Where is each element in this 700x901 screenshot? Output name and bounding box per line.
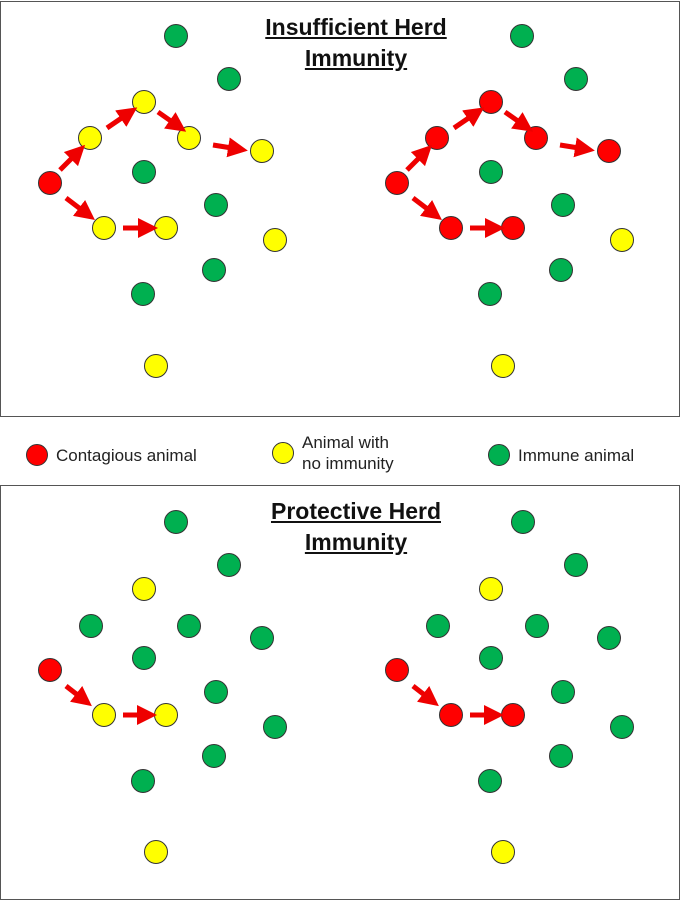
non-immune-animal [78,126,102,150]
non-immune-animal [250,139,274,163]
non-immune-animal [92,703,116,727]
immune-animal [164,24,188,48]
contagious-animal [524,126,548,150]
immune-animal [564,67,588,91]
immune-animal [202,258,226,282]
non-immune-animal [491,354,515,378]
green-circle-icon [488,444,510,466]
contagious-animal [439,703,463,727]
immune-animal [564,553,588,577]
immune-animal [549,258,573,282]
immune-animal [478,769,502,793]
legend-label: Contagious animal [56,445,197,465]
non-immune-animal [144,840,168,864]
legend-label: Immune animal [518,445,635,465]
immune-animal [250,626,274,650]
transmission-arrow-icon [64,196,95,221]
non-immune-animal [177,126,201,150]
legend-item-no-immunity: Animal with no immunity [272,432,394,474]
title-line-2: Immunity [304,529,408,555]
immune-animal [551,680,575,704]
panel-title: Protective Herd Immunity [231,496,481,558]
immune-animal [164,510,188,534]
non-immune-animal [491,840,515,864]
yellow-circle-icon [272,442,294,464]
immune-animal [525,614,549,638]
transmission-arrow-icon [411,196,442,221]
immune-animal [217,67,241,91]
legend-label-line1: Animal with [302,433,389,452]
immune-animal [204,680,228,704]
contagious-animal [479,90,503,114]
immune-animal [510,24,534,48]
legend: Contagious animal Animal with no immunit… [0,430,700,480]
immune-animal [478,282,502,306]
immune-animal [79,614,103,638]
contagious-animal [38,171,62,195]
contagious-animal [439,216,463,240]
legend-label: Animal with no immunity [302,432,394,474]
immune-animal [202,744,226,768]
title-line-1: Insufficient Herd [265,14,447,40]
contagious-animal [425,126,449,150]
contagious-animal [501,216,525,240]
transmission-arrow-icon [559,137,595,158]
panel-title: Insufficient Herd Immunity [231,12,481,74]
title-line-2: Immunity [304,45,408,71]
immune-animal [426,614,450,638]
transmission-arrow-icon [405,144,433,172]
immune-animal [131,282,155,306]
title-line-1: Protective Herd [270,498,441,524]
non-immune-animal [132,577,156,601]
transmission-arrow-icon [64,684,92,707]
non-immune-animal [154,703,178,727]
red-circle-icon [26,444,48,466]
non-immune-animal [92,216,116,240]
immune-animal [177,614,201,638]
legend-item-contagious: Contagious animal [26,444,197,466]
immune-animal [131,769,155,793]
immune-animal [479,646,503,670]
non-immune-animal [132,90,156,114]
contagious-animal [501,703,525,727]
immune-animal [263,715,287,739]
immune-animal [610,715,634,739]
immune-animal [204,193,228,217]
transmission-arrow-icon [58,144,86,172]
immune-animal [132,160,156,184]
transmission-arrow-icon [503,109,534,132]
transmission-arrow-icon [156,109,187,132]
immune-animal [597,626,621,650]
transmission-arrow-icon [411,684,439,707]
non-immune-animal [610,228,634,252]
transmission-arrow-icon [212,137,248,158]
contagious-animal [385,171,409,195]
immune-animal [132,646,156,670]
non-immune-animal [154,216,178,240]
transmission-arrow-icon [452,107,485,131]
immune-animal [551,193,575,217]
non-immune-animal [479,577,503,601]
contagious-animal [597,139,621,163]
immune-animal [479,160,503,184]
contagious-animal [385,658,409,682]
legend-item-immune: Immune animal [488,444,634,466]
contagious-animal [38,658,62,682]
non-immune-animal [144,354,168,378]
non-immune-animal [263,228,287,252]
legend-label-line2: no immunity [302,454,394,473]
immune-animal [511,510,535,534]
immune-animal [549,744,573,768]
immune-animal [217,553,241,577]
transmission-arrow-icon [105,107,138,131]
